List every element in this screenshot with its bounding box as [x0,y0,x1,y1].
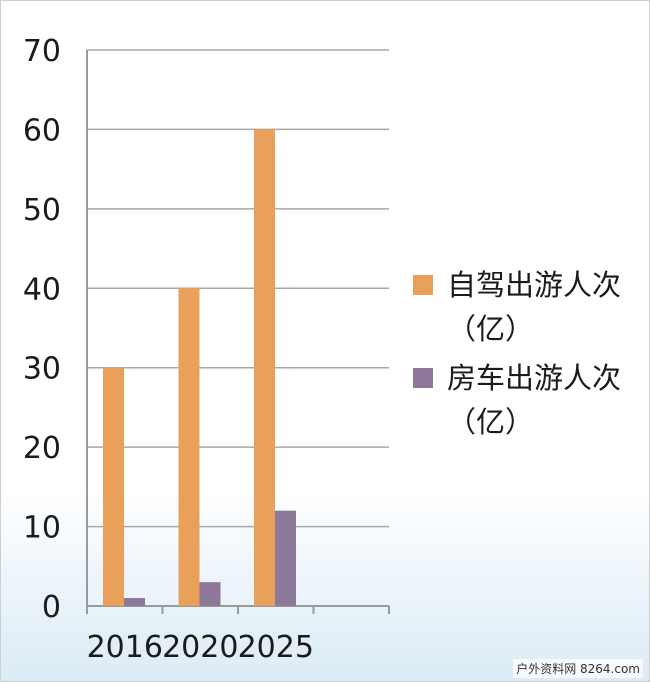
bar-rv-2020 [199,582,221,606]
x-tick-label: 2016 [87,630,163,665]
y-tick-label: 70 [23,34,61,69]
legend-swatch-self-drive [413,275,433,295]
legend-item-self-drive: 自驾出游人次（亿） [413,263,633,351]
legend-label-rv: 房车出游人次（亿） [447,361,622,439]
y-tick-label: 20 [23,431,61,466]
y-tick-label: 60 [23,113,61,148]
y-tick-label: 30 [23,352,61,387]
y-tick-label: 50 [23,193,61,228]
legend-swatch-rv [413,368,433,388]
x-tick-label: 2020 [162,630,238,665]
bar-rv-2016 [124,598,145,606]
bar-self-drive-2016 [103,367,124,606]
legend-label-self-drive: 自驾出游人次（亿） [447,268,622,346]
watermark: 户外资料网 8264.com [513,659,643,678]
legend-item-rv: 房车出游人次（亿） [413,356,633,444]
bar-self-drive-2020 [178,288,200,606]
y-tick-label: 0 [42,590,61,625]
bar-rv-2025 [275,510,296,606]
x-tick-label: 2025 [238,630,314,665]
bar-self-drive-2025 [254,129,275,606]
y-tick-label: 40 [23,272,61,307]
y-tick-label: 10 [23,511,61,546]
